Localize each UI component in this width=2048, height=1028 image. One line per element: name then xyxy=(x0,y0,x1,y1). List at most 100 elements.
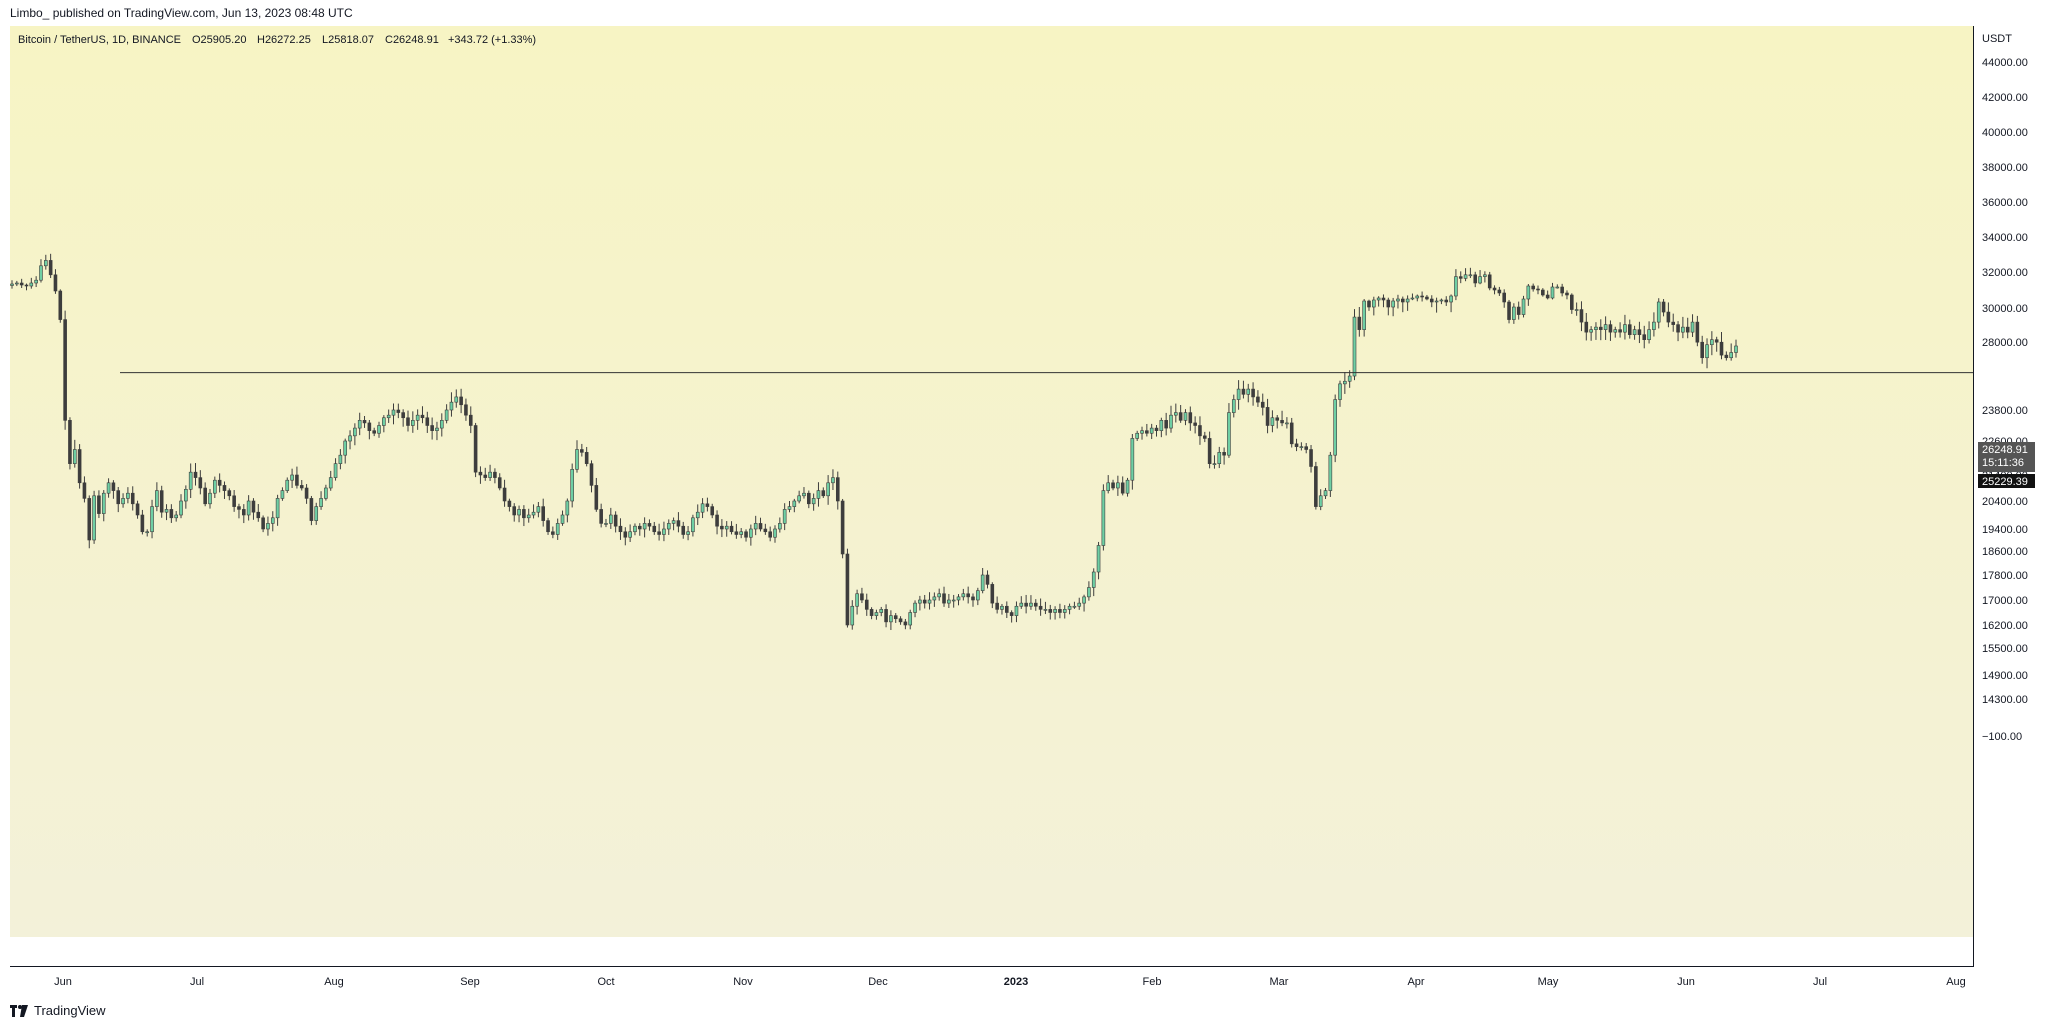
candle-body xyxy=(903,621,908,626)
candle-body xyxy=(1608,324,1613,333)
candle-body xyxy=(270,517,275,524)
candle-body xyxy=(1198,425,1202,437)
countdown-label: 15:11:36 xyxy=(1982,457,2024,469)
candle-body xyxy=(285,479,290,491)
candle-body xyxy=(922,599,927,604)
candle-body xyxy=(1058,609,1062,613)
time-tick-label: Apr xyxy=(1407,976,1424,988)
chart-area[interactable]: Bitcoin / TetherUS, 1D, BINANCE O25905.2… xyxy=(10,26,1974,967)
candle-body xyxy=(386,414,391,419)
candle-body xyxy=(1265,407,1270,426)
candle-body xyxy=(1376,297,1381,301)
candle-body xyxy=(116,490,121,505)
candle-body xyxy=(1101,490,1106,546)
candle-body xyxy=(193,471,198,478)
price-scale[interactable]: USDT 44000.00 42000.00 40000.00 38000.00 360… xyxy=(1974,26,2038,967)
candle-body xyxy=(1603,324,1608,330)
candle-body xyxy=(1396,298,1400,302)
candle-body xyxy=(150,506,154,533)
candlestick-chart[interactable]: Bitcoin / TetherUS, 1D, BINANCE O25905.2… xyxy=(10,26,1974,967)
candle-body xyxy=(1463,274,1468,279)
candle-body xyxy=(1526,285,1531,300)
candle-body xyxy=(1130,438,1135,481)
candle-body xyxy=(985,574,990,585)
candle-body xyxy=(657,531,661,535)
candle-body xyxy=(145,531,150,534)
candle-body xyxy=(295,474,299,486)
candle-body xyxy=(1458,276,1463,279)
price-tick-label: 17800.00 xyxy=(1982,570,2028,582)
candle-body xyxy=(889,615,893,623)
candle-body xyxy=(797,495,801,502)
candle-body xyxy=(1096,545,1101,573)
candle-body xyxy=(1502,292,1506,303)
candle-body xyxy=(990,584,995,604)
footer: TradingView xyxy=(10,1003,106,1018)
time-scale[interactable]: Jun Jul Aug Sep Oct Nov Dec 2023 Feb Mar Apr May Jun… xyxy=(10,967,1974,995)
candle-body xyxy=(855,593,859,607)
candle-body xyxy=(662,528,666,535)
candle-body xyxy=(1531,285,1535,290)
candle-body xyxy=(415,414,420,421)
price-tick-label: 28000.00 xyxy=(1982,337,2028,349)
candle-body xyxy=(1289,422,1294,445)
candle-body xyxy=(575,449,579,470)
candle-body xyxy=(864,599,869,610)
candle-body xyxy=(536,506,541,513)
candle-body xyxy=(580,449,584,453)
candle-body xyxy=(850,605,855,626)
candle-body xyxy=(1661,301,1666,313)
time-tick-label: May xyxy=(1538,976,1559,988)
candle-body xyxy=(1487,274,1492,289)
candle-body xyxy=(1405,298,1410,303)
candle-body xyxy=(879,609,884,613)
candle-body xyxy=(589,463,594,486)
candle-body xyxy=(58,290,63,320)
candle-body xyxy=(1695,321,1700,343)
candle-body xyxy=(251,500,256,513)
price-scale-svg[interactable]: USDT 44000.00 42000.00 40000.00 38000.00 360… xyxy=(1974,26,2038,967)
candle-body xyxy=(1434,300,1439,303)
candle-body xyxy=(1169,414,1173,429)
candle-body xyxy=(951,599,956,602)
candle-body xyxy=(1323,490,1328,497)
candle-body xyxy=(918,599,922,604)
candle-body xyxy=(435,427,439,431)
time-scale-svg[interactable]: Jun Jul Aug Sep Oct Nov Dec 2023 Feb Mar Apr May Jun… xyxy=(10,967,1974,995)
candle-body xyxy=(430,425,434,431)
candle-body xyxy=(860,593,864,601)
price-tick-label: 30000.00 xyxy=(1982,303,2028,315)
candle-body xyxy=(1014,605,1019,616)
candle-body xyxy=(507,500,512,507)
candle-body xyxy=(377,425,381,434)
candle-body xyxy=(1222,452,1226,456)
candle-body xyxy=(637,525,642,530)
candle-body xyxy=(1111,482,1115,489)
candle-body xyxy=(1106,482,1111,491)
candle-body xyxy=(1164,420,1168,429)
candle-body xyxy=(1705,344,1709,359)
candle-body xyxy=(932,596,937,601)
candle-body xyxy=(1685,326,1690,333)
candle-body xyxy=(1545,294,1550,299)
candle-body xyxy=(1381,297,1386,301)
candle-body xyxy=(1188,412,1193,424)
candle-body xyxy=(420,414,425,419)
candle-body xyxy=(1174,412,1178,416)
candle-body xyxy=(840,500,845,555)
candle-body xyxy=(1024,602,1028,607)
candle-body xyxy=(1135,432,1139,439)
candle-body xyxy=(1410,297,1415,300)
candle-body xyxy=(700,503,705,513)
candle-body xyxy=(246,500,251,516)
candle-body xyxy=(811,498,816,505)
candle-body xyxy=(464,404,468,416)
ohlc-change: +343.72 (+1.33%) xyxy=(448,34,536,46)
ohlc-low: L25818.07 xyxy=(322,34,374,46)
candle-body xyxy=(1391,300,1395,308)
candle-body xyxy=(778,523,782,530)
candle-body xyxy=(1338,383,1342,400)
candle-body xyxy=(1241,388,1246,395)
candle-body xyxy=(1328,454,1333,491)
price-tick-label: 16200.00 xyxy=(1982,620,2028,632)
